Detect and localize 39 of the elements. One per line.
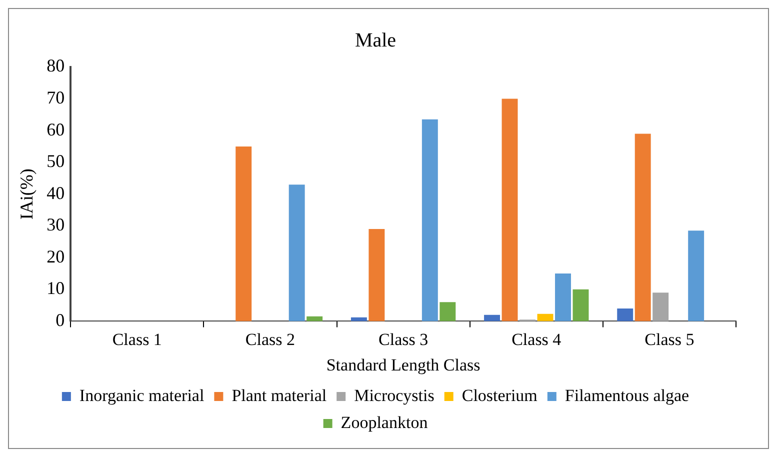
x-tick-label: Class 2 [245, 330, 296, 349]
legend-label: Zooplankton [340, 412, 428, 432]
y-tick-label: 40 [46, 182, 65, 203]
y-tick-label: 50 [46, 151, 65, 172]
bar [617, 308, 634, 322]
bar [688, 230, 704, 322]
x-tick-label: Class 4 [512, 330, 562, 349]
bar [350, 317, 367, 322]
y-tick-label: 60 [46, 119, 65, 140]
bar [572, 289, 589, 322]
y-axis-title: IAi(%) [16, 168, 37, 220]
x-tick-label: Class 3 [378, 330, 428, 349]
legend-label: Closterium [462, 386, 538, 405]
bar [440, 302, 456, 322]
bar [368, 229, 385, 322]
legend-label: Microcystis [354, 386, 434, 405]
legend-label: Plant material [232, 386, 327, 405]
bar [288, 184, 305, 322]
legend-label: Filamentous algae [564, 386, 690, 405]
y-tick-label: 0 [56, 310, 65, 330]
x-tick-label: Class 5 [644, 330, 694, 349]
bar [555, 274, 571, 322]
bar [634, 134, 651, 322]
legend-label: Inorganic material [79, 386, 204, 405]
y-tick-label: 30 [46, 214, 65, 235]
y-tick-label: 20 [46, 246, 65, 266]
bar [502, 98, 518, 322]
bar [537, 314, 554, 322]
x-axis-title: Standard Length Class [326, 355, 480, 374]
y-tick-label: 10 [46, 278, 65, 298]
bar [652, 292, 669, 322]
bar [484, 314, 500, 322]
chart-title: Male [354, 29, 396, 52]
y-tick-label: 80 [46, 56, 65, 76]
y-tick-label: 70 [46, 88, 65, 108]
bar [306, 316, 323, 322]
bar [236, 146, 252, 322]
bar [422, 119, 438, 322]
x-tick-label: Class 1 [112, 330, 162, 349]
